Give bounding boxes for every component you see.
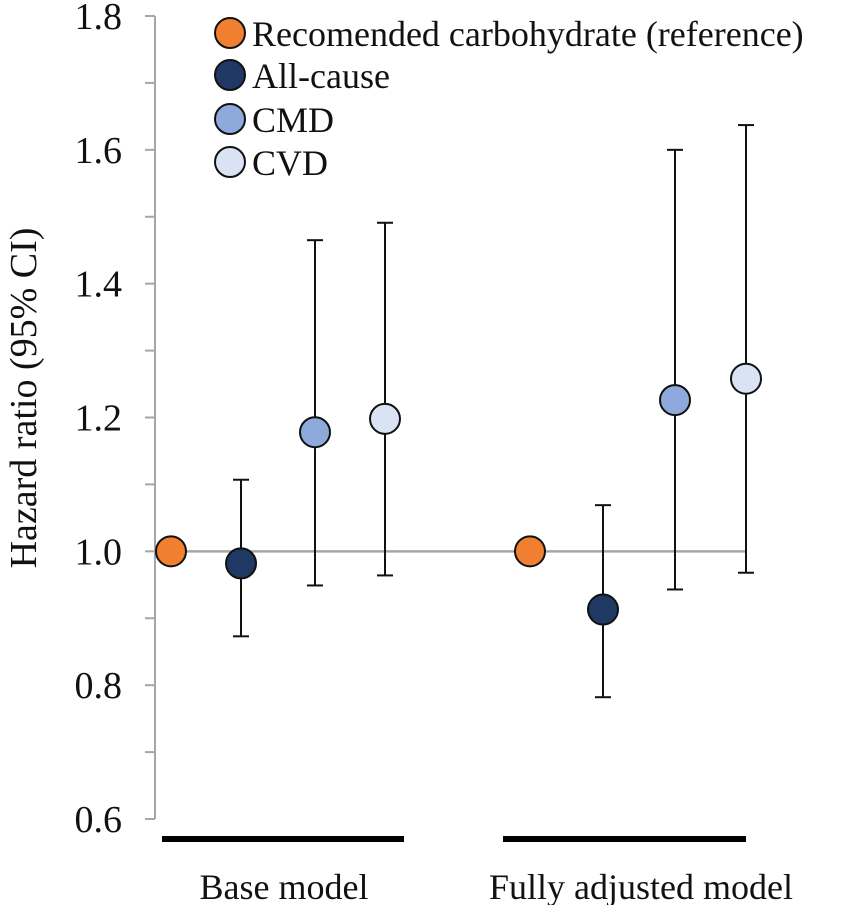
point-recomended [155, 535, 187, 568]
y-tick-label: 0.8 [75, 665, 123, 707]
y-tick-label: 0.6 [75, 799, 123, 841]
legend-label: Recomended carbohydrate (reference) [252, 14, 804, 54]
point-all-cause [225, 547, 257, 580]
legend-marker [214, 59, 246, 91]
group-label: Fully adjusted model [489, 867, 793, 905]
y-tick-label: 1.8 [75, 0, 123, 38]
y-tick-label: 1.4 [75, 264, 123, 306]
point-cmd [659, 384, 691, 417]
legend-marker [214, 146, 246, 178]
legend-label: All-cause [252, 56, 390, 96]
y-tick-label: 1.6 [75, 130, 123, 172]
y-axis-label: Hazard ratio (95% CI) [3, 228, 45, 569]
point-recomended [514, 535, 546, 568]
legend-marker [214, 103, 246, 135]
point-cvd [369, 402, 401, 435]
y-tick-label: 1.0 [75, 531, 123, 573]
point-cvd [730, 362, 762, 395]
group-label: Base model [200, 867, 369, 905]
legend-marker [214, 17, 246, 49]
legend-label: CVD [252, 143, 328, 183]
point-all-cause [587, 593, 619, 626]
legend-label: CMD [252, 100, 334, 140]
point-cmd [299, 416, 331, 449]
y-tick-label: 1.2 [75, 398, 123, 440]
